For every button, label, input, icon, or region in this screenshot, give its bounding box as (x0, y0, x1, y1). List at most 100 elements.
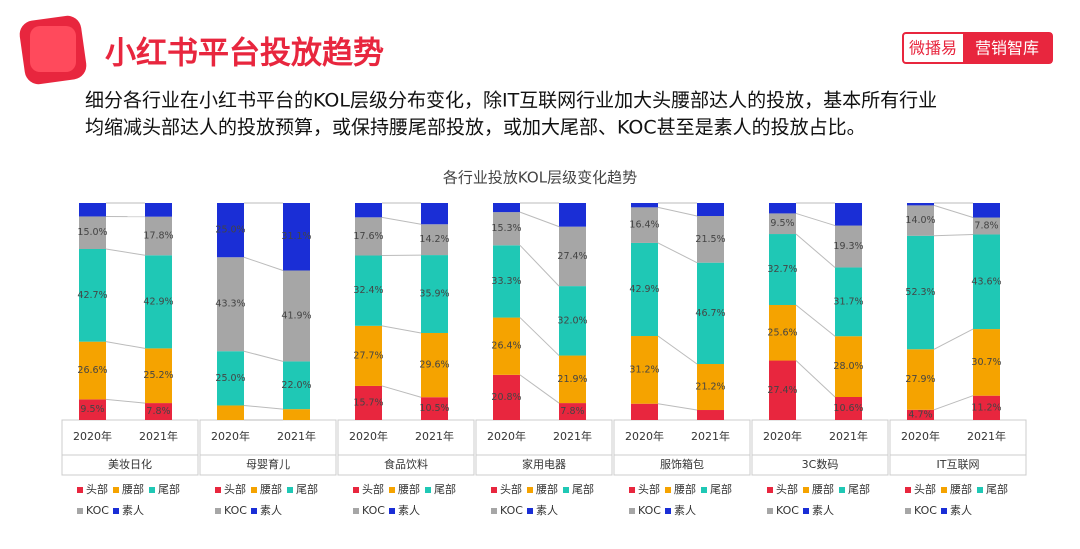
legend-marker (215, 487, 221, 493)
bar-segment (283, 409, 310, 420)
bar-segment (769, 304, 796, 361)
panel-name: 3C数码 (802, 458, 839, 471)
x-tick-label: 2021年 (829, 429, 868, 443)
bar-segment (559, 226, 586, 287)
legend-label: 头部 (362, 482, 384, 496)
legend-marker (767, 487, 773, 493)
legend-marker (527, 487, 533, 493)
value-label: 26.4% (491, 341, 521, 352)
legend-marker (905, 487, 911, 493)
value-label: 4.7% (908, 409, 932, 420)
bar-segment (421, 332, 448, 398)
bar-segment (283, 270, 310, 362)
connector (933, 328, 974, 350)
bar-segment (835, 225, 862, 268)
bar-segment (79, 341, 106, 400)
legend-label: KOC (776, 504, 799, 517)
bar-segment (907, 203, 934, 206)
bar-segment (835, 396, 862, 420)
bar-segment (217, 257, 244, 352)
bar-segment (559, 355, 586, 404)
x-tick-label: 2020年 (73, 429, 112, 443)
bar-segment (697, 203, 724, 217)
panel-frame (475, 419, 613, 476)
panel-name: 服饰箱包 (660, 457, 704, 471)
legend-marker (251, 508, 257, 514)
bar-segment (145, 255, 172, 349)
value-label: 26.6% (77, 365, 107, 376)
panel-name: 美妆日化 (108, 457, 152, 471)
bar-segment (973, 203, 1000, 218)
bar-segment (145, 203, 172, 217)
value-label: 33.3% (491, 276, 521, 287)
legend-marker (491, 487, 497, 493)
legend-label: KOC (638, 504, 661, 517)
bar-segment (769, 234, 796, 305)
legend-label: 腰部 (398, 482, 420, 496)
legend-marker (113, 487, 119, 493)
bar-segment (697, 364, 724, 411)
value-label: 41.9% (281, 310, 311, 321)
bar-segment (421, 397, 448, 420)
legend-label: 素人 (260, 504, 282, 517)
x-tick-label: 2021年 (277, 429, 316, 443)
legend-marker (803, 508, 809, 514)
legend-label: 素人 (674, 504, 696, 517)
value-label: 25.0% (215, 225, 245, 236)
x-tick-label: 2020年 (625, 429, 664, 443)
subtitle-line: 均缩减头部达人的投放预算，或保持腰尾部投放，或加大尾部、KOC甚至是素人的投放占… (85, 117, 866, 139)
value-label: 35.9% (419, 289, 449, 300)
legend-marker (803, 487, 809, 493)
value-label: 27.4% (557, 251, 587, 262)
bar-segment (79, 216, 106, 250)
connector (243, 256, 284, 271)
legend-marker (251, 487, 257, 493)
value-label: 27.4% (767, 385, 797, 396)
value-label: 20.8% (491, 392, 521, 403)
value-label: 17.8% (143, 230, 173, 241)
value-label: 21.9% (557, 374, 587, 385)
subtitle-line: 细分各行业在小红书平台的KOL层级分布变化，除IT互联网行业加大头腰部达人的投放… (85, 90, 937, 112)
bar-segment (697, 262, 724, 365)
legend-marker (425, 487, 431, 493)
panel-frame (337, 419, 475, 476)
value-label: 27.9% (905, 374, 935, 385)
value-label: 42.7% (77, 290, 107, 301)
legend-marker (113, 508, 119, 514)
legend-marker (629, 508, 635, 514)
x-tick-label: 2021年 (415, 429, 454, 443)
connector (381, 216, 422, 225)
legend-label: 尾部 (296, 482, 318, 496)
bar-segment (835, 267, 862, 337)
bar-segment (493, 203, 520, 213)
bar-segment (421, 255, 448, 333)
panel-frame (61, 419, 199, 476)
value-label: 15.7% (353, 397, 383, 408)
legend-label: 腰部 (674, 482, 696, 496)
bar-segment (217, 405, 244, 420)
x-tick-label: 2020年 (349, 429, 388, 443)
value-label: 10.6% (833, 403, 863, 414)
bar-segment (559, 203, 586, 227)
value-label: 22.0% (281, 380, 311, 391)
brand-name: 微播易 (909, 39, 957, 58)
bar-segment (283, 361, 310, 410)
legend-label: 尾部 (434, 482, 456, 496)
x-tick-label: 2020年 (763, 429, 802, 443)
legend-marker (287, 487, 293, 493)
panel-frame (889, 419, 1027, 476)
value-label: 10.5% (419, 403, 449, 414)
bar-segment (631, 203, 658, 208)
bar-segment (973, 234, 1000, 330)
legend-label: 头部 (776, 482, 798, 496)
value-label: 21.5% (695, 234, 725, 245)
value-label: 42.9% (143, 296, 173, 307)
legend-label: 头部 (224, 482, 246, 496)
legend-marker (563, 487, 569, 493)
bar-segment (493, 212, 520, 246)
bar-segment (769, 360, 796, 420)
bar-segment (697, 216, 724, 263)
legend-label: 素人 (122, 504, 144, 517)
connector (105, 341, 146, 349)
connector (519, 317, 560, 356)
